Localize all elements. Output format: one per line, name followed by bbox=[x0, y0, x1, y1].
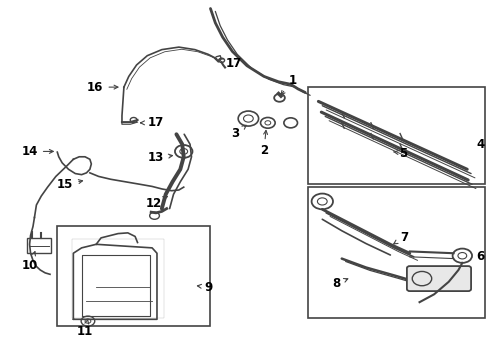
Text: 8: 8 bbox=[332, 277, 347, 290]
Bar bbox=[27, 238, 51, 253]
Text: 14: 14 bbox=[21, 145, 53, 158]
Text: 16: 16 bbox=[87, 81, 118, 94]
Text: 4: 4 bbox=[475, 138, 483, 151]
Text: 13: 13 bbox=[148, 151, 172, 165]
Text: 10: 10 bbox=[21, 252, 38, 272]
FancyBboxPatch shape bbox=[406, 266, 470, 291]
Bar bbox=[307, 187, 484, 318]
Text: 3: 3 bbox=[231, 125, 245, 140]
Text: 7: 7 bbox=[393, 231, 407, 244]
Bar bbox=[57, 226, 210, 327]
Text: 2: 2 bbox=[259, 130, 267, 157]
Text: 11: 11 bbox=[77, 319, 93, 338]
Bar bbox=[307, 87, 484, 184]
Text: 12: 12 bbox=[145, 197, 167, 210]
Text: 15: 15 bbox=[57, 178, 82, 191]
Text: 5: 5 bbox=[393, 147, 407, 160]
Text: 9: 9 bbox=[197, 281, 212, 294]
Text: 17: 17 bbox=[140, 116, 163, 129]
Text: 6: 6 bbox=[475, 250, 483, 263]
Text: 1: 1 bbox=[281, 74, 296, 95]
Text: 17: 17 bbox=[219, 57, 242, 71]
